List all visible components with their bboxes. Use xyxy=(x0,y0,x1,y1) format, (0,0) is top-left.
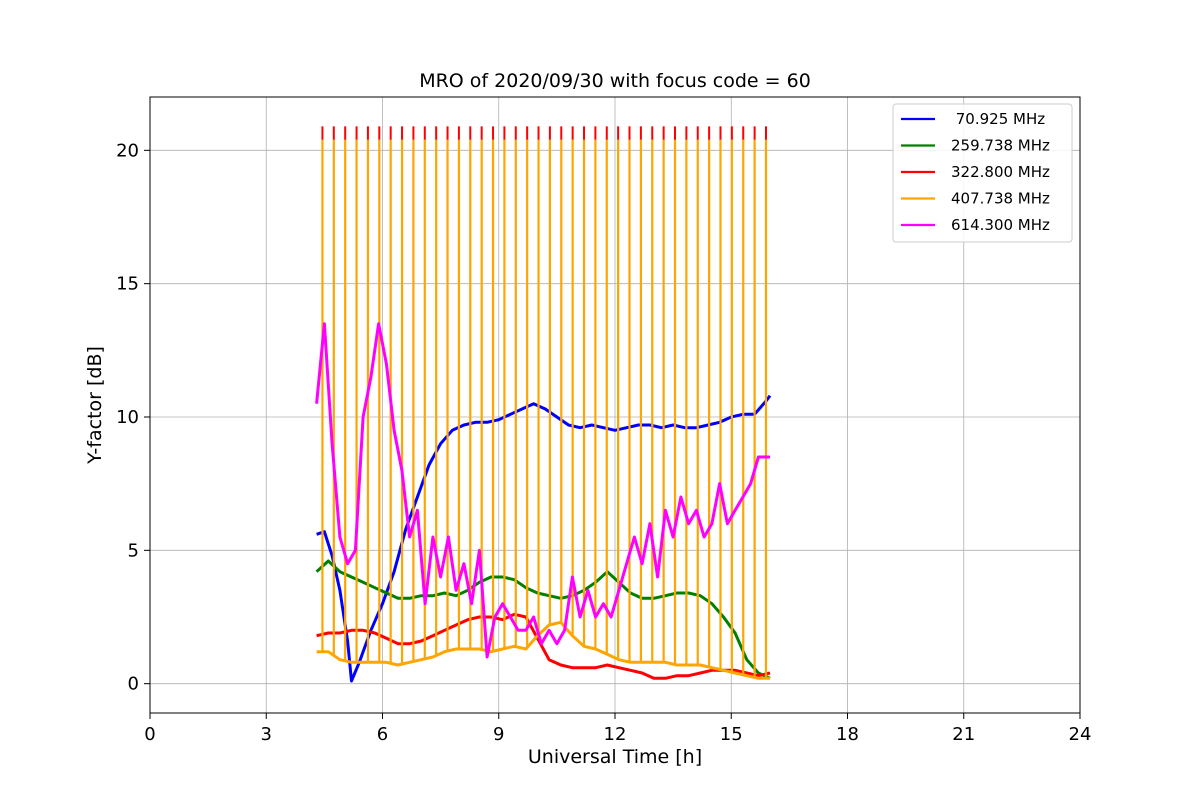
legend-label: 70.925 MHz xyxy=(951,110,1045,128)
x-tick-label: 3 xyxy=(261,724,272,745)
x-tick-label: 15 xyxy=(720,724,743,745)
plot-area xyxy=(315,126,772,683)
series-1 xyxy=(316,394,772,683)
y-axis-label: Y-factor [dB] xyxy=(84,346,106,465)
series-line xyxy=(316,620,770,680)
series-3 xyxy=(316,612,771,680)
legend-label: 322.800 MHz xyxy=(951,163,1050,181)
series-line xyxy=(316,394,772,683)
y-tick-label: 5 xyxy=(128,540,139,561)
x-tick-label: 18 xyxy=(836,724,859,745)
x-tick-label: 0 xyxy=(144,724,155,745)
x-tick-label: 12 xyxy=(604,724,627,745)
series-layer xyxy=(315,126,772,683)
legend-box xyxy=(892,103,1073,243)
x-tick-label: 21 xyxy=(952,724,975,745)
series-line xyxy=(315,559,771,680)
x-tick-label: 24 xyxy=(1069,724,1092,745)
series-2 xyxy=(315,559,771,680)
legend-label: 614.300 MHz xyxy=(951,216,1050,234)
axis-ticks: 0 3 6 9 12 15 18 21 24 0 5 10 15 20 xyxy=(116,140,1091,745)
y-tick-label: 10 xyxy=(116,407,139,428)
x-tick-label: 6 xyxy=(377,724,388,745)
series-line xyxy=(316,612,771,680)
y-tick-label: 20 xyxy=(116,140,139,161)
y-tick-label: 0 xyxy=(128,674,139,695)
x-tick-label: 9 xyxy=(493,724,504,745)
series-5 xyxy=(315,322,770,659)
series-line xyxy=(315,322,770,659)
legend-label: 407.738 MHz xyxy=(951,190,1050,208)
legend-label: 259.738 MHz xyxy=(951,137,1050,155)
y-tick-label: 15 xyxy=(116,274,139,295)
chart-title: MRO of 2020/09/30 with focus code = 60 xyxy=(419,70,811,92)
x-axis-label: Universal Time [h] xyxy=(528,746,702,768)
legend: 70.925 MHz 259.738 MHz 322.800 MHz 407.738 … xyxy=(892,103,1073,243)
